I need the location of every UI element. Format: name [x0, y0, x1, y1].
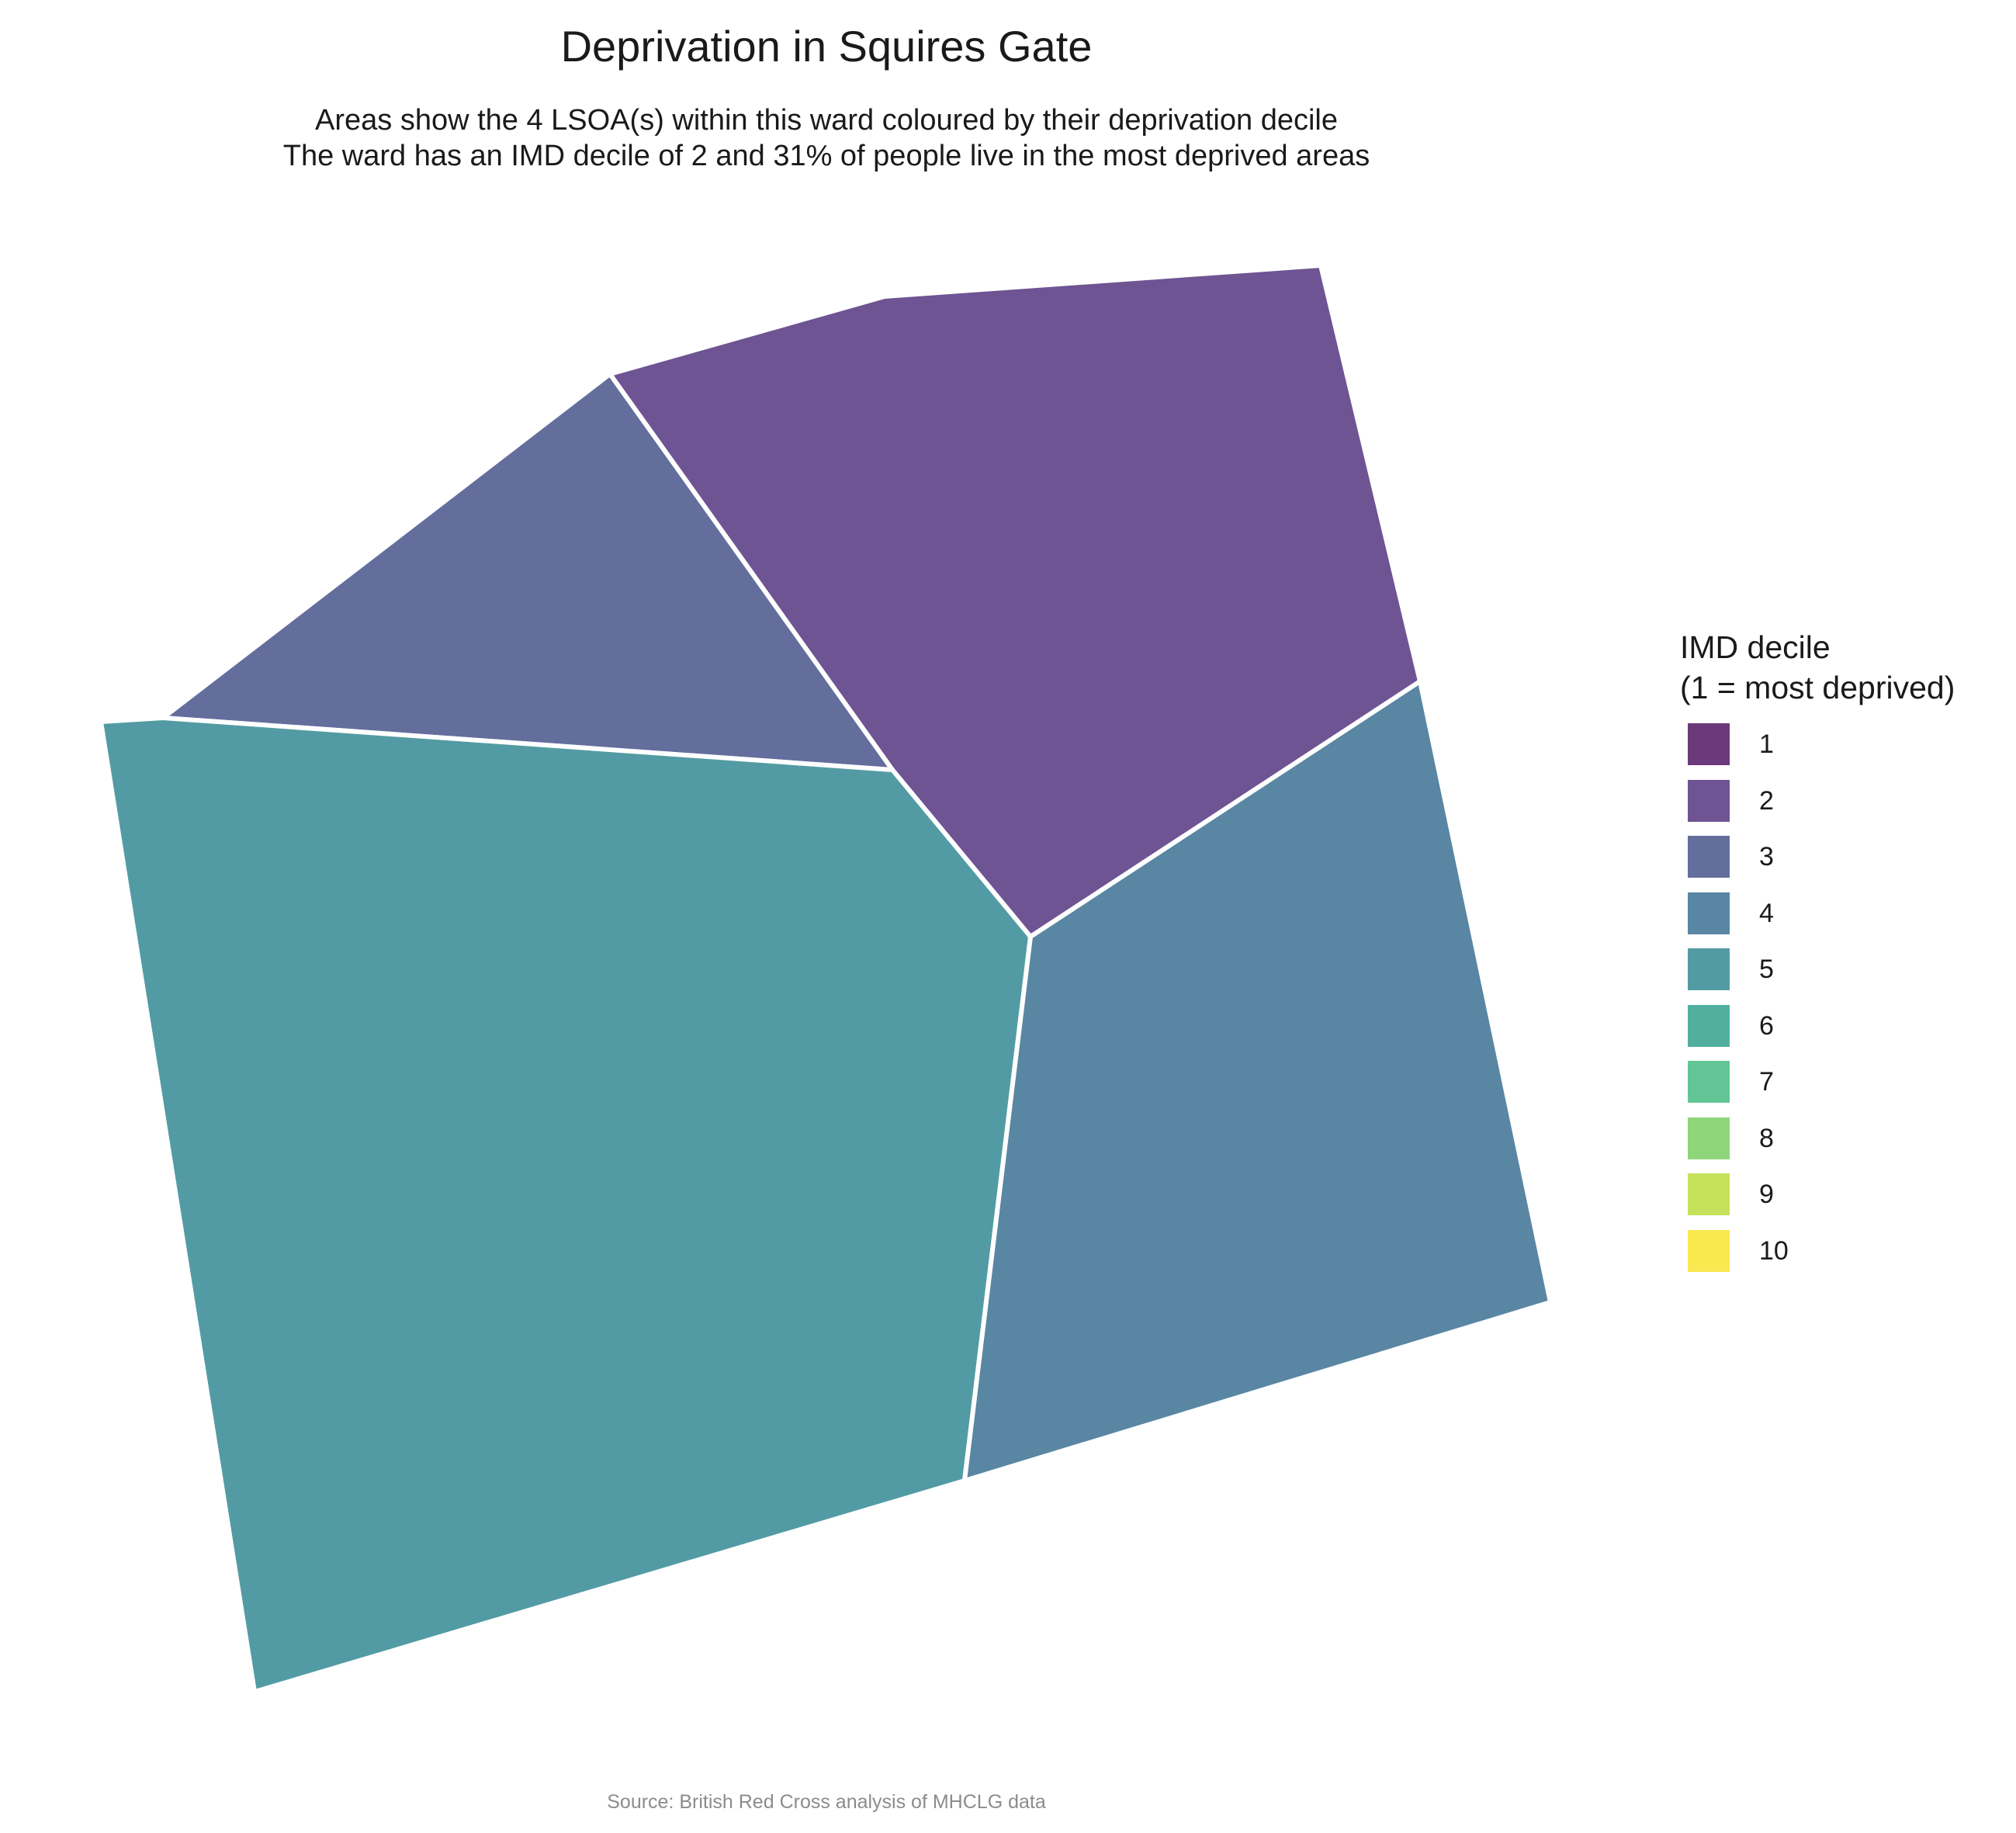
legend-title-line-1: IMD decile — [1680, 629, 1831, 665]
legend-item: 10 — [1680, 1229, 1955, 1287]
legend-label: 2 — [1759, 785, 1774, 816]
legend-item: 2 — [1680, 779, 1955, 837]
legend-title: IMD decile (1 = most deprived) — [1680, 627, 1955, 708]
lsoa-west-south-area — [99, 716, 1033, 1694]
legend-swatch — [1688, 1229, 1730, 1272]
legend-item: 7 — [1680, 1061, 1955, 1117]
legend-item: 1 — [1680, 723, 1955, 780]
legend-item: 9 — [1680, 1173, 1955, 1230]
map-subtitle-line-1: Areas show the 4 LSOA(s) within this war… — [315, 104, 1338, 137]
legend-swatch — [1688, 836, 1730, 878]
legend-label: 6 — [1759, 1010, 1774, 1041]
lsoa-east-area — [962, 679, 1553, 1483]
legend-item: 5 — [1680, 948, 1955, 1005]
legend-label: 3 — [1759, 842, 1774, 871]
legend-label: 10 — [1759, 1235, 1789, 1266]
legend-item: 4 — [1680, 892, 1955, 949]
legend-item: 3 — [1680, 836, 1955, 892]
legend-label: 1 — [1759, 729, 1774, 759]
legend: IMD decile (1 = most deprived) 1 2 3 4 5… — [1680, 627, 1955, 1286]
legend-swatch — [1688, 1117, 1730, 1159]
legend-swatch — [1688, 1061, 1730, 1103]
legend-swatch — [1688, 1173, 1730, 1215]
legend-title-line-2: (1 = most deprived) — [1680, 670, 1955, 705]
legend-label: 4 — [1759, 898, 1774, 928]
source-caption: Source: British Red Cross analysis of MH… — [607, 1791, 1046, 1813]
legend-swatch — [1688, 779, 1730, 822]
legend-label: 8 — [1759, 1123, 1774, 1153]
legend-swatch — [1688, 723, 1730, 765]
legend-item: 8 — [1680, 1117, 1955, 1174]
legend-swatch — [1688, 1004, 1730, 1047]
legend-item: 6 — [1680, 1004, 1955, 1062]
legend-swatch — [1688, 892, 1730, 934]
legend-label: 9 — [1759, 1180, 1774, 1209]
legend-label: 5 — [1759, 955, 1774, 984]
map-title: Deprivation in Squires Gate — [560, 22, 1093, 71]
map-subtitle-line-2: The ward has an IMD decile of 2 and 31% … — [282, 140, 1370, 172]
legend-label: 7 — [1759, 1067, 1774, 1097]
legend-swatch — [1688, 948, 1730, 990]
